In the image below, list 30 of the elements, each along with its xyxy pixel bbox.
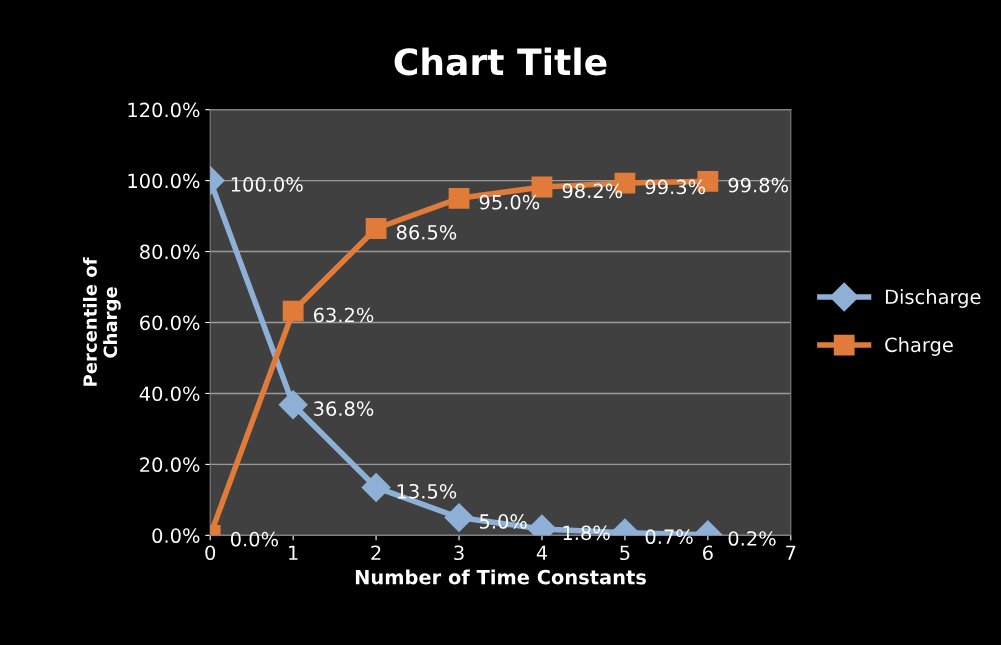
y-tick-label: 60.0% (140, 315, 200, 331)
data-label: 86.5% (396, 224, 457, 240)
y-tick-label: 80.0% (140, 244, 200, 260)
x-tick-label: 3 (454, 545, 464, 561)
x-tick-label: 4 (536, 545, 548, 560)
x-tick-label: 2 (371, 545, 381, 560)
data-label: 98.2% (562, 183, 623, 199)
data-label: 0.0% (230, 531, 278, 547)
x-tick-label: 5 (620, 545, 630, 561)
x-tick-label: 1 (289, 545, 298, 560)
y-tick-label: 40.0% (139, 386, 200, 402)
x-axis-title: Number of Time Constants (355, 569, 646, 585)
data-label: 63.2% (313, 307, 374, 323)
y-tick-label: 100.0% (128, 173, 200, 189)
data-label: 100.0% (231, 177, 303, 192)
x-tick-label: 6 (703, 545, 713, 561)
data-label: 36.8% (314, 401, 374, 416)
chart-title: Chart Title (394, 47, 607, 76)
y-axis-title: Percentile of Charge (82, 257, 121, 386)
x-tick-label: 7 (786, 545, 796, 560)
y-tick-label: 20.0% (140, 457, 200, 473)
legend-label: Discharge (885, 289, 981, 308)
data-label: 0.2% (728, 531, 776, 546)
data-label: 95.0% (479, 194, 540, 210)
x-tick-label: 0 (205, 545, 216, 561)
data-label: 99.8% (728, 177, 788, 193)
legend-label: Charge (885, 337, 953, 356)
data-label: 13.5% (397, 483, 457, 499)
y-tick-label: 120.0% (128, 102, 200, 118)
y-tick-label: 0.0% (152, 528, 200, 544)
